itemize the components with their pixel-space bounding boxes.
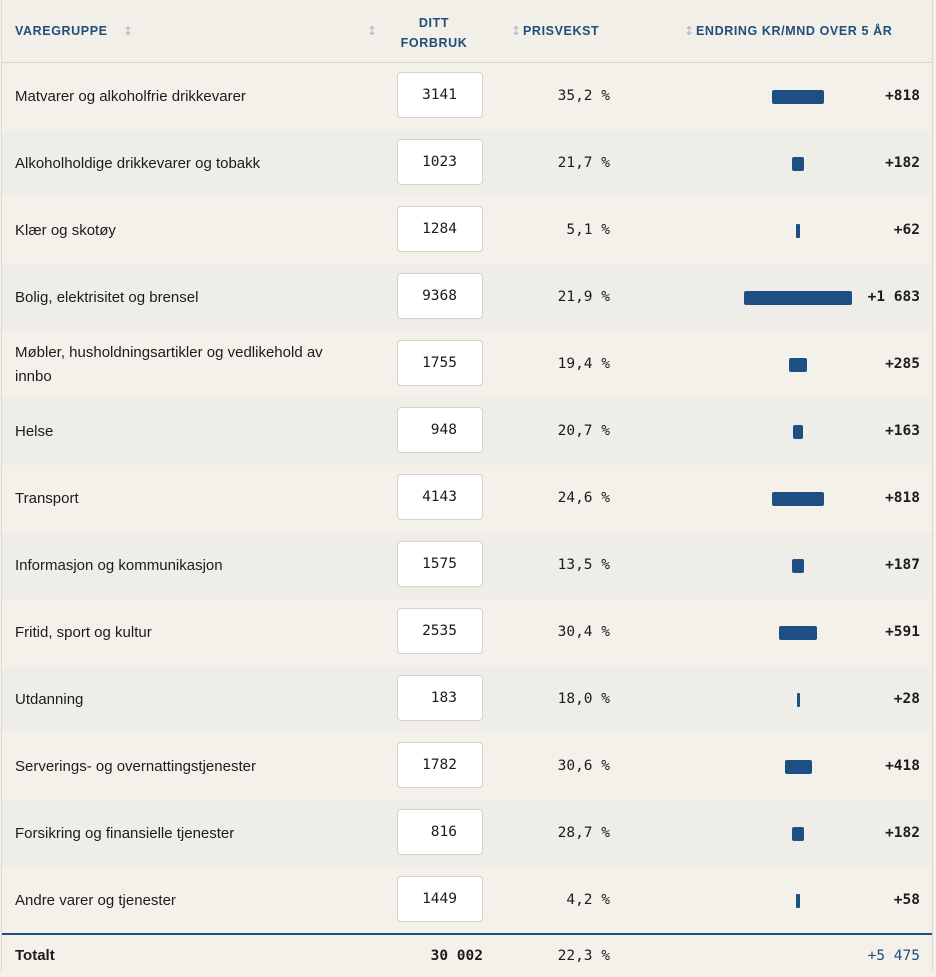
row-category-name: Transport bbox=[15, 490, 79, 507]
change-value: +62 bbox=[893, 222, 920, 238]
table-row: Fritid, sport og kultur 2535 30,4 % +591 bbox=[2, 599, 932, 667]
price-growth-value: 18,0 % bbox=[557, 691, 610, 707]
total-row: Totalt 30 002 22,3 % +5 475 bbox=[2, 933, 932, 974]
change-bar bbox=[785, 760, 812, 774]
price-growth-value: 28,7 % bbox=[557, 825, 610, 841]
table-row: Transport 4143 24,6 % +818 bbox=[2, 465, 932, 533]
usage-input[interactable]: 183 bbox=[397, 675, 483, 721]
change-bar bbox=[797, 693, 800, 707]
change-bar bbox=[792, 157, 804, 171]
usage-input[interactable]: 1449 bbox=[397, 876, 483, 922]
total-label: Totalt bbox=[15, 947, 55, 964]
row-category-name: Utdanning bbox=[15, 691, 84, 708]
table-header: VAREGRUPPE ↕ ↕ DITT FORBRUK ↕ PRISVEKST … bbox=[2, 0, 932, 63]
header-ditt-forbruk[interactable]: DITT FORBRUK bbox=[394, 13, 474, 53]
change-bar bbox=[779, 626, 817, 640]
usage-input[interactable]: 1284 bbox=[397, 206, 483, 252]
table-row: Klær og skotøy 1284 5,1 % +62 bbox=[2, 197, 932, 265]
price-growth-value: 5,1 % bbox=[566, 222, 610, 238]
header-ditt-forbruk-line2: FORBRUK bbox=[400, 36, 468, 50]
sort-icon[interactable]: ↕ bbox=[367, 24, 378, 38]
table-row: Utdanning 183 18,0 % +28 bbox=[2, 666, 932, 734]
table-row: Andre varer og tjenester 1449 4,2 % +58 bbox=[2, 867, 932, 935]
sort-icon[interactable]: ↕ bbox=[684, 24, 695, 38]
total-usage: 30 002 bbox=[430, 948, 483, 964]
row-category-name: Serverings- og overnattingstjenester bbox=[15, 758, 256, 775]
row-category-name: Forsikring og finansielle tjenester bbox=[15, 825, 235, 842]
change-bar bbox=[792, 827, 804, 841]
change-value: +591 bbox=[885, 624, 920, 640]
change-value: +28 bbox=[893, 691, 920, 707]
row-category-name: Fritid, sport og kultur bbox=[15, 624, 152, 641]
change-value: +1 683 bbox=[867, 289, 920, 305]
row-category-name: Klær og skotøy bbox=[15, 222, 116, 239]
table-row: Alkoholholdige drikkevarer og tobakk 1023… bbox=[2, 130, 932, 198]
usage-input[interactable]: 948 bbox=[397, 407, 483, 453]
change-value: +418 bbox=[885, 758, 920, 774]
price-growth-value: 30,4 % bbox=[557, 624, 610, 640]
row-category-name: Møbler, husholdningsartikler og vedlikeh… bbox=[15, 344, 323, 385]
price-growth-value: 21,9 % bbox=[557, 289, 610, 305]
table-row: Serverings- og overnattingstjenester 1782… bbox=[2, 733, 932, 801]
change-bar bbox=[793, 425, 803, 439]
sort-icon[interactable]: ↕ bbox=[123, 24, 134, 38]
row-category-name: Bolig, elektrisitet og brensel bbox=[15, 289, 199, 306]
change-value: +182 bbox=[885, 825, 920, 841]
price-growth-value: 21,7 % bbox=[557, 155, 610, 171]
change-bar bbox=[772, 90, 824, 104]
total-price-growth: 22,3 % bbox=[557, 948, 610, 964]
usage-input[interactable]: 4143 bbox=[397, 474, 483, 520]
table-row: Informasjon og kommunikasjon 1575 13,5 % +1… bbox=[2, 532, 932, 600]
change-bar bbox=[796, 224, 800, 238]
usage-input[interactable]: 3141 bbox=[397, 72, 483, 118]
usage-input[interactable]: 2535 bbox=[397, 608, 483, 654]
total-change: +5 475 bbox=[867, 948, 920, 964]
row-category-name: Andre varer og tjenester bbox=[15, 892, 176, 909]
price-growth-value: 30,6 % bbox=[557, 758, 610, 774]
change-bar bbox=[796, 894, 800, 908]
header-varegruppe[interactable]: VAREGRUPPE bbox=[15, 24, 108, 38]
usage-input[interactable]: 9368 bbox=[397, 273, 483, 319]
price-growth-value: 35,2 % bbox=[557, 88, 610, 104]
header-ditt-forbruk-line1: DITT bbox=[418, 16, 450, 30]
header-prisvekst[interactable]: PRISVEKST bbox=[523, 24, 599, 38]
change-value: +163 bbox=[885, 423, 920, 439]
usage-input[interactable]: 816 bbox=[397, 809, 483, 855]
header-varegruppe-label: VAREGRUPPE bbox=[15, 24, 108, 38]
row-category-name: Alkoholholdige drikkevarer og tobakk bbox=[15, 155, 261, 172]
change-bar bbox=[792, 559, 804, 573]
change-bar bbox=[772, 492, 824, 506]
header-prisvekst-label: PRISVEKST bbox=[523, 24, 600, 38]
price-growth-value: 24,6 % bbox=[557, 490, 610, 506]
table-row: Bolig, elektrisitet og brensel 9368 21,9 %… bbox=[2, 264, 932, 332]
price-growth-value: 19,4 % bbox=[557, 356, 610, 372]
table-row: Forsikring og finansielle tjenester 816 28… bbox=[2, 800, 932, 868]
sort-icon[interactable]: ↕ bbox=[511, 24, 522, 38]
table-row: Møbler, husholdningsartikler og vedlikeh… bbox=[2, 331, 932, 399]
change-value: +187 bbox=[885, 557, 920, 573]
price-growth-value: 4,2 % bbox=[566, 892, 610, 908]
row-category-name: Informasjon og kommunikasjon bbox=[15, 557, 223, 574]
change-value: +285 bbox=[885, 356, 920, 372]
price-growth-value: 20,7 % bbox=[557, 423, 610, 439]
change-value: +58 bbox=[893, 892, 920, 908]
price-growth-value: 13,5 % bbox=[557, 557, 610, 573]
header-endring[interactable]: ENDRING KR/MND OVER 5 ÅR bbox=[696, 24, 892, 38]
change-bar bbox=[744, 291, 852, 305]
row-category-name: Helse bbox=[15, 423, 54, 440]
usage-input[interactable]: 1575 bbox=[397, 541, 483, 587]
change-value: +818 bbox=[885, 490, 920, 506]
usage-input[interactable]: 1023 bbox=[397, 139, 483, 185]
usage-input[interactable]: 1782 bbox=[397, 742, 483, 788]
change-bar bbox=[789, 358, 807, 372]
change-value: +182 bbox=[885, 155, 920, 171]
usage-input[interactable]: 1755 bbox=[397, 340, 483, 386]
header-endring-label: ENDRING KR/MND OVER 5 ÅR bbox=[696, 24, 893, 38]
table-row: Matvarer og alkoholfrie drikkevarer 3141 3… bbox=[2, 63, 932, 131]
table-row: Helse 948 20,7 % +163 bbox=[2, 398, 932, 466]
change-value: +818 bbox=[885, 88, 920, 104]
row-category-name: Matvarer og alkoholfrie drikkevarer bbox=[15, 88, 246, 105]
